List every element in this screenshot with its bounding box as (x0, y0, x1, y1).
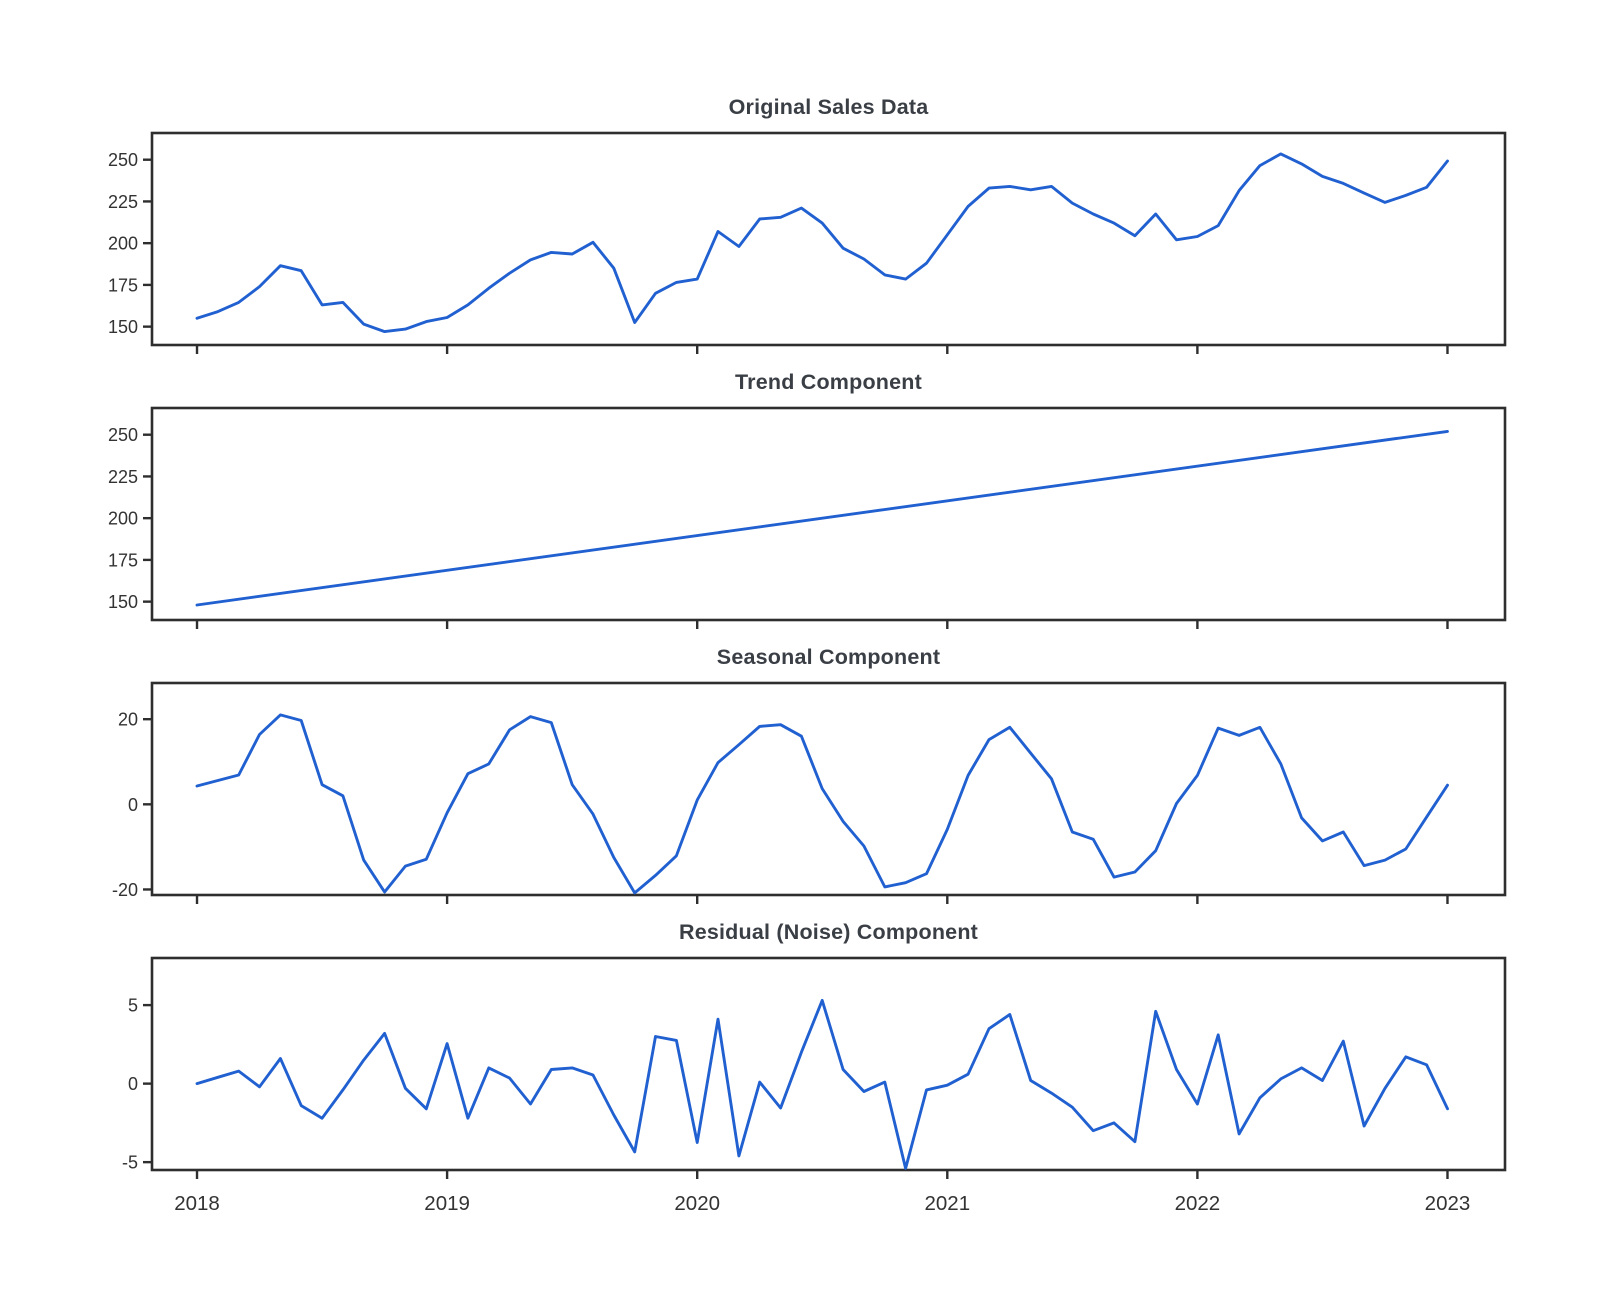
y-tick-label: 150 (108, 592, 138, 612)
y-tick-label: 20 (118, 710, 138, 730)
x-tick-label: 2020 (674, 1192, 720, 1215)
y-tick-label: 175 (108, 550, 138, 570)
y-tick-label: 250 (108, 425, 138, 445)
original-sales-line (195, 152, 1449, 334)
original-sales-title: Original Sales Data (728, 95, 929, 119)
y-tick-label: 225 (108, 467, 138, 487)
seasonal-line (195, 713, 1449, 895)
plot-box (150, 956, 1507, 1172)
seasonal-title: Seasonal Component (716, 645, 941, 669)
y-tick-label: -20 (112, 880, 138, 900)
x-tick-label: 2019 (424, 1192, 470, 1215)
plot-box (150, 131, 1507, 347)
residual-title: Residual (Noise) Component (678, 920, 979, 944)
y-tick-label: 250 (108, 150, 138, 170)
trend-chart: 150 175 200 225 250 (108, 406, 1507, 629)
y-tick-label: 0 (128, 1074, 138, 1094)
y-tick-label: 175 (108, 275, 138, 295)
y-tick-label: 0 (128, 795, 138, 815)
trend-title: Trend Component (735, 370, 922, 394)
x-tick-label: 2021 (924, 1192, 970, 1215)
y-tick-label: 200 (108, 509, 138, 529)
y-tick-label: 5 (128, 996, 138, 1016)
residual-line (195, 998, 1449, 1170)
x-tick-label: 2022 (1175, 1192, 1221, 1215)
y-tick-label: 150 (108, 317, 138, 337)
x-tick-label: 2023 (1425, 1192, 1471, 1215)
seasonal-chart: -20 0 20 (112, 681, 1507, 904)
x-tick-label: 2018 (174, 1192, 220, 1215)
plot-box (150, 681, 1507, 897)
y-tick-label: 200 (108, 234, 138, 254)
y-tick-label: 225 (108, 192, 138, 212)
plot-box (150, 406, 1507, 622)
trend-line (195, 429, 1449, 607)
original-sales-chart: 150 175 200 225 250 (108, 131, 1507, 354)
y-tick-label: -5 (122, 1153, 138, 1173)
residual-chart: -5 0 5 2018 2019 2020 2021 2022 2023 (122, 956, 1507, 1215)
